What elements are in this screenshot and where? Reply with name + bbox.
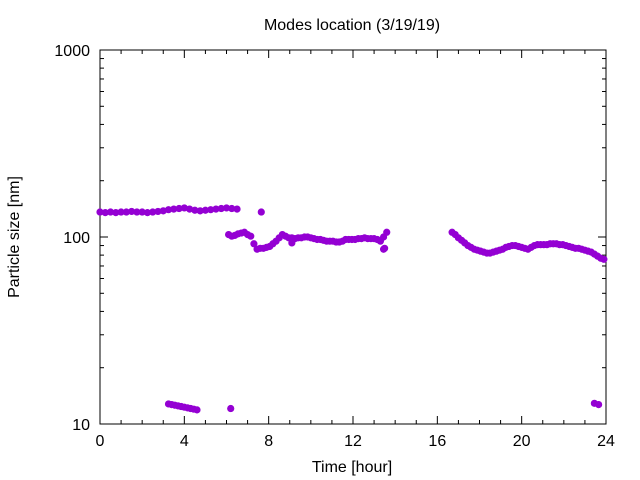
data-point (233, 205, 241, 213)
x-tick-label: 16 (428, 433, 446, 450)
x-tick-label: 8 (264, 433, 273, 450)
data-point (288, 239, 296, 247)
data-point (247, 232, 255, 240)
data-point (595, 400, 603, 409)
y-tick-label: 1000 (54, 43, 90, 60)
y-axis-label: Particle size [nm] (6, 176, 23, 298)
x-tick-label: 0 (96, 433, 105, 450)
data-point (383, 228, 391, 236)
axes: 0 4 8 12 16 20 24 10 100 1000 (54, 43, 615, 450)
data-point (250, 240, 258, 248)
y-tick-label: 100 (63, 230, 90, 247)
data-point (227, 404, 235, 413)
data-point (381, 244, 389, 252)
x-tick-label: 24 (597, 433, 615, 450)
x-tick-label: 12 (344, 433, 362, 450)
chart-title: Modes location (3/19/19) (264, 17, 440, 34)
data-point (600, 255, 608, 263)
y-tick-label: 10 (72, 417, 90, 434)
x-tick-label: 20 (513, 433, 531, 450)
x-tick-label: 4 (180, 433, 189, 450)
x-axis-label: Time [hour] (312, 459, 392, 476)
data-points (96, 204, 608, 414)
data-point (193, 406, 201, 414)
data-point (257, 208, 265, 216)
